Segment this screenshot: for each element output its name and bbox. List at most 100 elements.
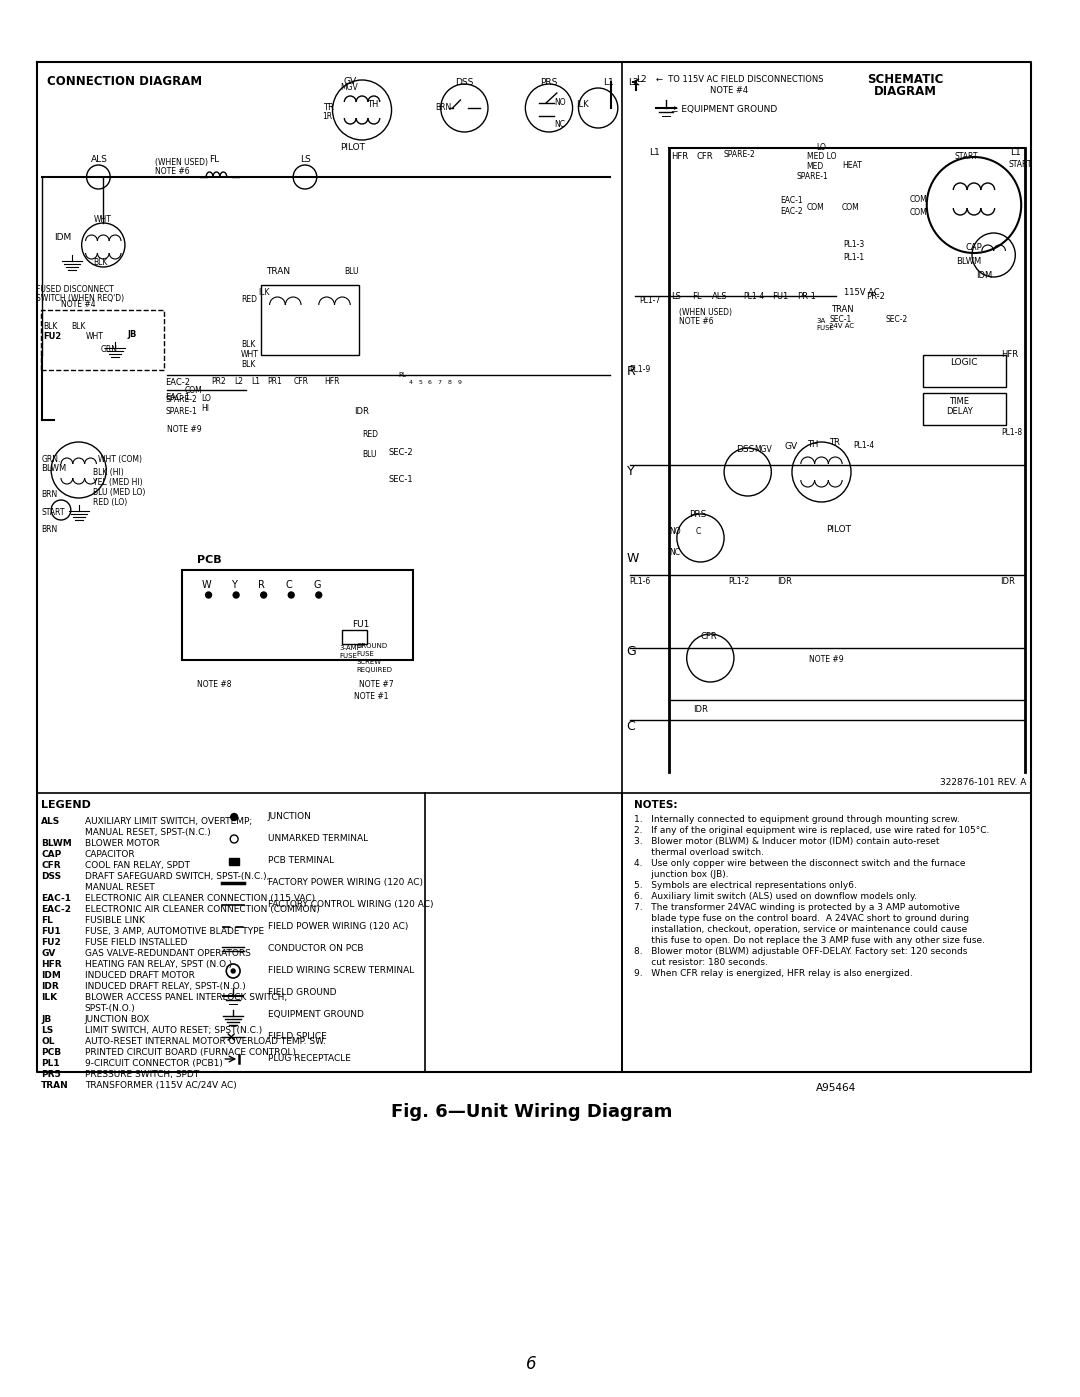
Text: PCB: PCB (41, 1048, 62, 1058)
Text: PRS: PRS (689, 510, 706, 520)
Text: START: START (1009, 161, 1031, 169)
Text: PRINTED CIRCUIT BOARD (FURNACE CONTROL): PRINTED CIRCUIT BOARD (FURNACE CONTROL) (84, 1048, 296, 1058)
Text: PL1-8: PL1-8 (1001, 427, 1023, 437)
Text: TRAN: TRAN (832, 305, 854, 314)
Text: TRAN: TRAN (41, 1081, 69, 1090)
Text: 6: 6 (526, 1355, 537, 1373)
Text: junction box (JB).: junction box (JB). (634, 870, 728, 879)
Text: JB: JB (127, 330, 137, 339)
Text: FL: FL (41, 916, 53, 925)
Text: SWITCH (WHEN REQ'D): SWITCH (WHEN REQ'D) (37, 293, 124, 303)
Text: A95464: A95464 (815, 1083, 856, 1092)
Text: SPARE-2: SPARE-2 (724, 149, 755, 159)
Circle shape (205, 592, 212, 598)
Text: PL1-9: PL1-9 (630, 365, 651, 374)
Text: MGV: MGV (755, 446, 772, 454)
Text: LO: LO (202, 394, 212, 402)
Text: SPST-(N.O.): SPST-(N.O.) (84, 1004, 135, 1013)
Text: NOTE #6: NOTE #6 (156, 168, 190, 176)
Bar (342, 630, 367, 644)
Text: PRESSURE SWITCH, SPDT: PRESSURE SWITCH, SPDT (84, 1070, 199, 1078)
Text: TH: TH (807, 440, 819, 448)
Text: IDR: IDR (354, 407, 369, 416)
Circle shape (260, 592, 267, 598)
Text: START: START (41, 509, 65, 517)
Text: INDUCED DRAFT MOTOR: INDUCED DRAFT MOTOR (84, 971, 194, 981)
Text: Fig. 6—Unit Wiring Diagram: Fig. 6—Unit Wiring Diagram (391, 1104, 672, 1120)
Text: PL1-4: PL1-4 (853, 441, 874, 450)
Text: NOTE #4: NOTE #4 (711, 87, 748, 95)
Text: LS: LS (300, 155, 311, 163)
Text: FIELD POWER WIRING (120 AC): FIELD POWER WIRING (120 AC) (268, 922, 408, 930)
Text: RED: RED (241, 295, 257, 305)
Text: WHT: WHT (241, 351, 259, 359)
Text: BLK: BLK (94, 258, 108, 267)
Text: C: C (696, 527, 701, 536)
Text: 24V AC: 24V AC (829, 323, 854, 330)
Bar (260, 285, 359, 355)
Text: FIELD SPLICE: FIELD SPLICE (268, 1032, 326, 1041)
Bar (41, 310, 164, 370)
Text: CAPACITOR: CAPACITOR (84, 849, 135, 859)
Text: HFR: HFR (1001, 351, 1018, 359)
Text: COOL FAN RELAY, SPDT: COOL FAN RELAY, SPDT (84, 861, 190, 870)
Text: TRANSFORMER (115V AC/24V AC): TRANSFORMER (115V AC/24V AC) (84, 1081, 237, 1090)
Text: NOTE #8: NOTE #8 (197, 680, 231, 689)
Text: ELECTRONIC AIR CLEANER CONNECTION (COMMON): ELECTRONIC AIR CLEANER CONNECTION (COMMO… (84, 905, 320, 914)
Text: NOTES:: NOTES: (634, 800, 677, 810)
Text: GV: GV (784, 441, 797, 451)
Text: TH: TH (367, 101, 378, 109)
Text: MGV: MGV (340, 82, 359, 92)
Text: NOTE #7: NOTE #7 (359, 680, 394, 689)
Text: R: R (626, 365, 635, 379)
Text: L1: L1 (603, 78, 613, 87)
Text: JB: JB (41, 1016, 52, 1024)
Text: IDM: IDM (54, 233, 71, 242)
Text: TIME: TIME (949, 397, 969, 407)
Bar (922, 393, 1007, 425)
Text: MED LO: MED LO (807, 152, 836, 161)
Text: AUXILIARY LIMIT SWITCH, OVERTEMP;: AUXILIARY LIMIT SWITCH, OVERTEMP; (84, 817, 252, 826)
Text: NOTE #4: NOTE #4 (60, 300, 96, 309)
Text: FUSE: FUSE (816, 326, 835, 331)
Text: FL: FL (692, 292, 702, 300)
Text: PR-2: PR-2 (866, 292, 885, 300)
Text: ILK: ILK (258, 288, 269, 298)
Text: PR5: PR5 (41, 1070, 62, 1078)
Text: NOTE #9: NOTE #9 (167, 425, 202, 434)
Text: DSS: DSS (455, 78, 473, 87)
Bar (183, 570, 414, 659)
Text: WHT (COM): WHT (COM) (98, 455, 143, 464)
Text: PCB TERMINAL: PCB TERMINAL (268, 856, 334, 865)
Text: L2: L2 (234, 377, 243, 386)
Text: LS: LS (41, 1025, 54, 1035)
Text: BRN: BRN (41, 490, 57, 499)
Text: AUTO-RESET INTERNAL MOTOR OVERLOAD TEMP. SW.: AUTO-RESET INTERNAL MOTOR OVERLOAD TEMP.… (84, 1037, 325, 1046)
Text: PILOT: PILOT (340, 142, 365, 152)
Text: BLU: BLU (345, 267, 359, 277)
Text: PLUG RECEPTACLE: PLUG RECEPTACLE (268, 1053, 351, 1063)
Circle shape (230, 835, 238, 842)
Text: COM: COM (910, 196, 928, 204)
Text: BLK: BLK (43, 321, 57, 331)
Text: COM: COM (841, 203, 859, 212)
Text: FACTORY CONTROL WIRING (120 AC): FACTORY CONTROL WIRING (120 AC) (268, 900, 433, 909)
Text: installation, checkout, operation, service or maintenance could cause: installation, checkout, operation, servi… (634, 925, 967, 935)
Text: EAC-2: EAC-2 (780, 207, 802, 217)
Text: START: START (955, 152, 977, 161)
Text: REQUIRED: REQUIRED (356, 666, 392, 673)
Text: PL1-4: PL1-4 (743, 292, 764, 300)
Text: PRS: PRS (540, 78, 557, 87)
Text: W: W (202, 580, 212, 590)
Text: 2.   If any of the original equipment wire is replaced, use wire rated for 105°C: 2. If any of the original equipment wire… (634, 826, 989, 835)
Text: BRN: BRN (41, 525, 57, 534)
Circle shape (315, 592, 322, 598)
Text: 7.   The transformer 24VAC winding is protected by a 3 AMP automotive: 7. The transformer 24VAC winding is prot… (634, 902, 959, 912)
Text: GAS VALVE-REDUNDANT OPERATORS: GAS VALVE-REDUNDANT OPERATORS (84, 949, 251, 958)
Circle shape (233, 592, 239, 598)
Text: 9.   When CFR relay is energized, HFR relay is also energized.: 9. When CFR relay is energized, HFR rela… (634, 970, 913, 978)
Text: IDR: IDR (41, 982, 59, 990)
Text: COM: COM (807, 203, 824, 212)
Text: ELECTRONIC AIR CLEANER CONNECTION (115 VAC): ELECTRONIC AIR CLEANER CONNECTION (115 V… (84, 894, 314, 902)
Text: PL1: PL1 (41, 1059, 60, 1067)
